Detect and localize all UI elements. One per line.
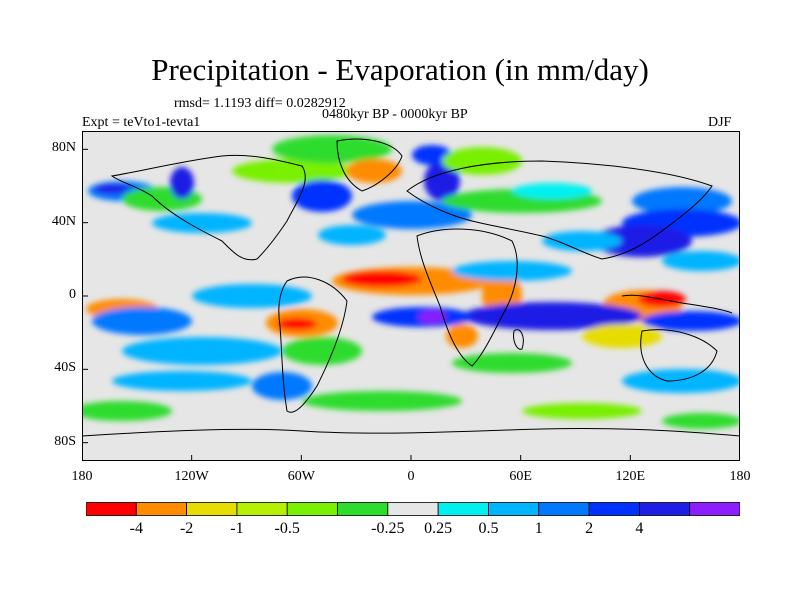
colorbar-swatch [86,502,137,516]
colorbar-label: 2 [585,520,594,537]
colorbar-swatch [437,502,489,516]
period-label: 0480kyr BP - 0000kyr BP [322,107,468,122]
colorbar-swatch [236,502,288,516]
map-panel [82,131,740,461]
lat-tick-label: 80N [51,140,76,156]
tick-marks [82,148,740,461]
experiment-label: Expt = teVto1-tevta1 [82,115,201,130]
colorbar [86,502,740,516]
colorbar-label: -0.25 [371,520,405,537]
colorbar-label: -1 [230,520,244,537]
colorbar-label: 0.25 [424,520,453,537]
colorbar-swatch [286,502,338,516]
colorbar-label: 1 [534,520,543,537]
lon-tick-label: 180 [71,469,93,484]
colorbar-swatch [186,502,238,516]
lon-tick-label: 60E [509,469,532,484]
colorbar-swatch [387,502,439,516]
colorbar-swatch [588,502,640,516]
field-layer [82,135,740,429]
lat-tick-label: 0 [69,287,76,302]
lat-tick-label: 40S [54,360,76,376]
lat-tick-label: 80S [54,433,76,449]
colorbar-swatch [689,502,740,516]
season-label: DJF [708,115,732,130]
colorbar-swatch [337,502,389,516]
colorbar-swatch [538,502,590,516]
colorbar-label: -2 [179,520,194,537]
lon-tick-label: 120W [174,469,209,484]
lon-tick-label: 0 [407,469,415,484]
stats-label: rmsd= 1.1193 diff= 0.0282912 [174,96,346,111]
colorbar-label: -0.5 [274,520,300,537]
colorbar-label: -4 [129,520,143,537]
colorbar-label: 0.5 [478,520,499,537]
lon-tick-label: 180 [729,469,751,484]
colorbar-swatch [638,502,691,516]
lon-tick-label: 60W [287,469,315,484]
colorbar-swatch [488,502,540,516]
chart-title: Precipitation - Evaporation (in mm/day) [151,52,649,87]
colorbar-label: 4 [635,520,644,537]
lat-tick-label: 40N [51,213,76,229]
lon-tick-label: 120E [615,469,646,484]
coastlines [82,138,740,437]
colorbar-swatch [135,502,188,516]
